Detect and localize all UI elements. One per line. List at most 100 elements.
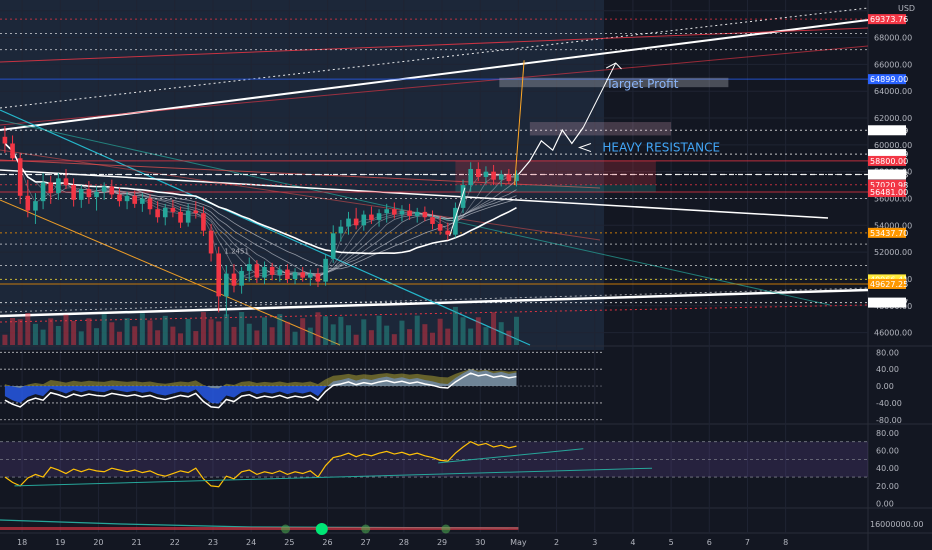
volume-bar — [162, 315, 168, 345]
trend-line — [0, 149, 601, 241]
time-tick-label: 26 — [322, 538, 332, 547]
candle-body — [346, 218, 351, 227]
candle-body — [460, 185, 466, 208]
price-tag-box — [868, 155, 906, 166]
price-tag-box — [868, 125, 906, 136]
time-tick-label: 8 — [783, 538, 788, 547]
price-tag-text: 56481.00 — [870, 188, 908, 197]
price-tag-text: 48236.67 — [870, 299, 908, 308]
price-tag-box — [868, 149, 906, 160]
price-tag-text: 64899.00 — [870, 75, 908, 84]
candle-body — [300, 272, 305, 278]
candle-body — [78, 189, 84, 200]
volume-bar — [384, 325, 390, 345]
candle-body — [292, 272, 298, 279]
volume-bar — [101, 314, 107, 345]
volume-tick-label: 16000000.00 — [870, 520, 923, 529]
volume-bar — [239, 312, 245, 345]
volume-bar — [376, 315, 382, 345]
rally-line — [449, 187, 466, 237]
candle-body — [162, 207, 168, 218]
volume-bar — [208, 319, 214, 345]
volume-bar — [346, 325, 352, 345]
candle-body — [407, 210, 412, 216]
target-profit-box — [499, 77, 729, 88]
volume-bar — [506, 330, 512, 345]
candle-body — [277, 269, 283, 275]
volume-bar — [216, 321, 222, 345]
projected-path — [517, 127, 584, 175]
volume-bar — [254, 330, 260, 345]
price-tag-text: 61085.89 — [870, 126, 908, 135]
time-tick-label: 6 — [707, 538, 712, 547]
volume-bar — [178, 333, 184, 345]
price-tag-box — [868, 278, 906, 289]
volume-bar — [468, 328, 474, 345]
fib-ratio-label: 1.2451 — [224, 247, 249, 255]
candle-body — [376, 213, 382, 220]
candle-body — [25, 195, 31, 211]
rsi-tick-label: 20.00 — [876, 482, 899, 491]
volume-bar — [430, 332, 435, 345]
time-tick-label: 29 — [437, 538, 447, 547]
volume-bar — [48, 318, 54, 345]
price-tick-label: 62000.00 — [874, 114, 912, 123]
candle-body — [361, 214, 367, 226]
oscillator-wave — [4, 369, 517, 404]
time-tick-label: 21 — [132, 538, 142, 547]
volume-bar — [391, 334, 397, 345]
candle-body — [101, 186, 107, 192]
candle-body — [323, 258, 328, 282]
volume-bar — [40, 329, 46, 345]
candle-body — [124, 195, 130, 202]
volume-bar — [277, 314, 283, 345]
candle-body — [483, 171, 489, 178]
heavy-resistance-label: HEAVY RESISTANCE — [602, 141, 720, 155]
candle-body — [338, 226, 344, 234]
candle-body — [201, 213, 206, 231]
volume-bar — [315, 312, 321, 345]
volume-bar — [246, 323, 252, 345]
rsi-tick-label: 0.00 — [876, 500, 894, 509]
price-tick-label: 64000.00 — [874, 87, 912, 96]
candle-body — [117, 194, 122, 202]
volume-bar — [86, 318, 92, 345]
volume-bar — [491, 312, 497, 345]
rsi-line — [4, 440, 517, 488]
orange-projection — [514, 60, 525, 186]
trend-line — [0, 199, 341, 346]
time-tick-label: 22 — [170, 538, 180, 547]
candle-body — [170, 207, 176, 212]
candle-body — [71, 185, 76, 200]
price-tick-label: 60000.00 — [874, 141, 912, 150]
candle-body — [208, 230, 214, 254]
volume-bar — [368, 330, 374, 345]
candle-body — [239, 270, 244, 286]
volume-bar — [155, 330, 161, 345]
candle-body — [285, 269, 290, 279]
trend-line — [0, 169, 829, 219]
candle-body — [384, 209, 389, 214]
volume-bar — [94, 328, 100, 345]
target-arrow-head — [605, 62, 622, 70]
volume-bar — [124, 318, 130, 345]
price-tag-text: 53437.70 — [870, 229, 908, 238]
candle-body — [476, 168, 481, 178]
candle-body — [392, 209, 397, 215]
candle-body — [399, 210, 405, 215]
volume-bar — [10, 318, 16, 345]
trend-line — [0, 27, 869, 63]
candle-body — [140, 198, 145, 204]
candle-body — [216, 253, 222, 297]
rsi-tick-label: 40.00 — [876, 464, 899, 473]
price-tick-label: 68000.00 — [874, 34, 912, 43]
volume-bar — [361, 319, 367, 345]
oscillator-wave-secondary — [4, 368, 517, 389]
resistance-zone — [455, 160, 656, 185]
candle-body — [262, 266, 267, 278]
volume-bar — [353, 334, 359, 345]
volume-bar — [32, 323, 38, 345]
bottom-indicator-dot — [361, 524, 371, 534]
